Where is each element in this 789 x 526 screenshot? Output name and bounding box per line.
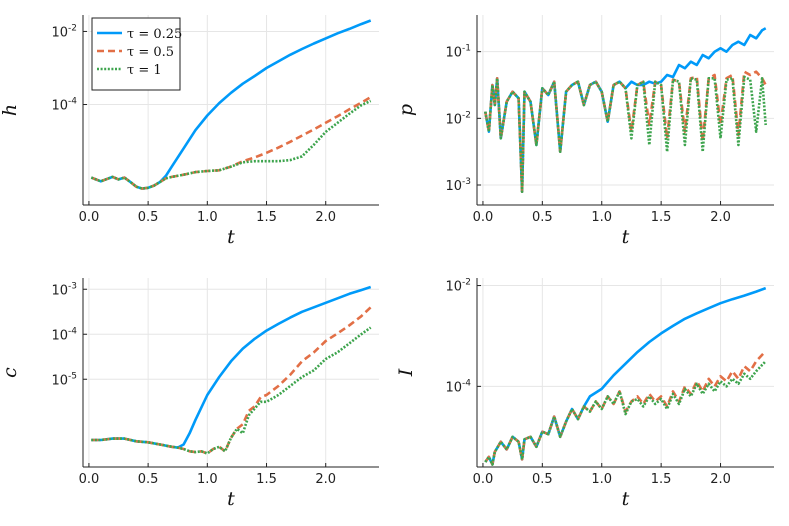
y-tick-label: 10-4 [445, 378, 471, 395]
y-axis-label: h [0, 104, 21, 116]
panel-h: 0.0 0.5 1.0 1.5 2.0 10-2 10-4 t h [0, 15, 379, 248]
legend-box [91, 17, 181, 91]
series-line-2 [91, 306, 372, 455]
x-tick-label: 1.0 [197, 210, 218, 225]
x-tick-label: 2.0 [315, 472, 336, 487]
x-tick-label: 1.5 [256, 472, 277, 487]
y-axis-label: p [395, 104, 417, 116]
y-tick-label: 10-2 [445, 110, 471, 127]
x-tick-label: 0.5 [532, 472, 553, 487]
series-line-1 [91, 285, 372, 449]
x-tick-label: 2.0 [710, 472, 731, 487]
legend-label: τ = 1 [127, 63, 162, 78]
series-line-2 [484, 70, 767, 193]
x-tick-label: 2.0 [710, 210, 731, 225]
x-tick-label: 1.0 [591, 210, 612, 225]
panel-p: 0.0 0.5 1.0 1.5 2.0 10-1 10-2 10-3 t p [395, 15, 774, 248]
x-tick-label: 1.0 [591, 472, 612, 487]
legend: τ = 0.25 τ = 0.5 τ = 1 [91, 17, 182, 91]
y-tick-label: 10-2 [445, 278, 471, 295]
y-axis-label: c [0, 367, 21, 378]
x-tick-label: 0.5 [138, 472, 159, 487]
panel-I: 0.0 0.5 1.0 1.5 2.0 10-2 10-4 t I [395, 278, 774, 510]
y-tick-label: 10-4 [51, 326, 77, 343]
x-tick-label: 0.0 [79, 210, 100, 225]
x-tick-label: 0.0 [79, 472, 100, 487]
x-tick-label: 1.5 [256, 210, 277, 225]
x-axis-label: t [622, 488, 630, 510]
x-tick-label: 1.5 [651, 472, 672, 487]
series-line-2 [484, 350, 767, 466]
y-axis-label: I [395, 368, 417, 377]
x-tick-label: 0.5 [138, 210, 159, 225]
x-axis-label: t [227, 488, 235, 510]
x-tick-label: 1.0 [197, 472, 218, 487]
series-line-3 [90, 99, 372, 190]
x-axis-label: t [622, 226, 630, 248]
y-tick-label: 10-4 [51, 97, 77, 114]
x-tick-label: 2.0 [315, 210, 336, 225]
x-tick-label: 0.5 [532, 210, 553, 225]
series-line-3 [484, 75, 767, 193]
x-tick-label: 0.0 [473, 472, 494, 487]
series-line-3 [484, 360, 767, 466]
x-tick-label: 1.5 [651, 210, 672, 225]
panel-c: 0.0 0.5 1.0 1.5 2.0 10-3 10-4 10-5 t c [0, 278, 379, 510]
legend-label: τ = 0.25 [127, 27, 182, 42]
y-tick-label: 10-5 [51, 371, 77, 388]
y-tick-label: 10-2 [51, 23, 77, 40]
y-tick-label: 10-1 [445, 44, 471, 61]
legend-label: τ = 0.5 [127, 45, 174, 60]
x-axis-label: t [227, 226, 235, 248]
x-tick-label: 0.0 [473, 210, 494, 225]
series-line-2 [90, 96, 372, 190]
series-line-3 [91, 326, 372, 455]
y-tick-label: 10-3 [51, 281, 77, 298]
y-tick-label: 10-3 [445, 177, 471, 194]
